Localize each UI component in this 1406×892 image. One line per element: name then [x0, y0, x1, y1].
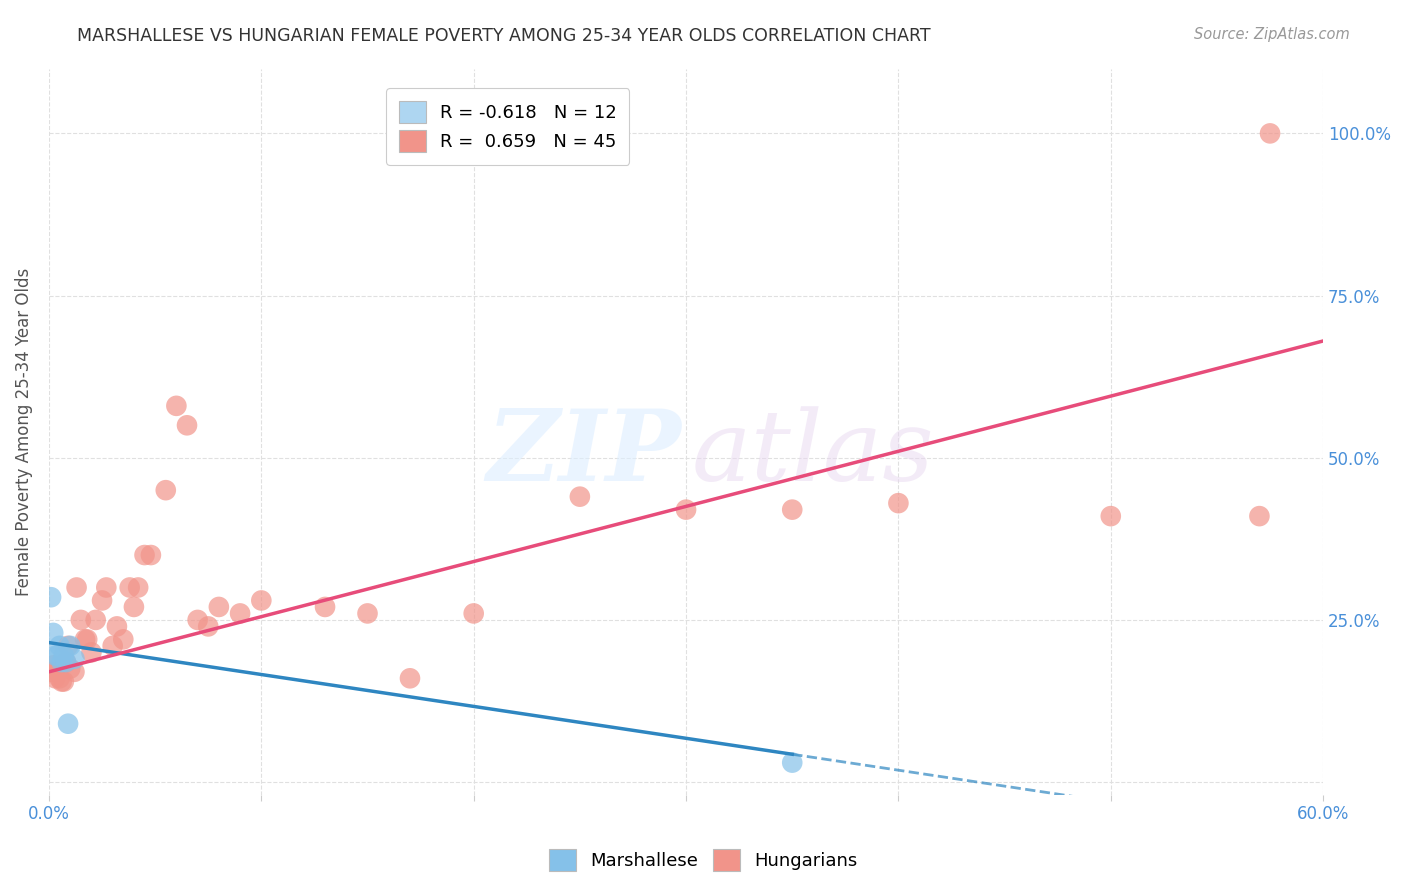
Point: [91, 593, 114, 607]
Point: [96, 581, 118, 595]
Point: [229, 607, 252, 621]
Point: [675, 502, 697, 516]
Point: [76, 632, 98, 647]
Point: [208, 599, 231, 614]
Point: [39, 591, 62, 605]
Point: [65, 581, 87, 595]
Point: [176, 418, 198, 433]
Point: [39, 665, 62, 679]
Point: [101, 639, 124, 653]
Point: [1099, 509, 1122, 524]
Point: [52, 674, 75, 689]
Point: [780, 756, 803, 770]
Point: [134, 548, 156, 562]
Point: [356, 607, 378, 621]
Point: [250, 593, 273, 607]
Text: MARSHALLESE VS HUNGARIAN FEMALE POVERTY AMONG 25-34 YEAR OLDS CORRELATION CHART: MARSHALLESE VS HUNGARIAN FEMALE POVERTY …: [77, 27, 931, 45]
Point: [399, 671, 422, 685]
Point: [1249, 509, 1271, 524]
Point: [122, 599, 145, 614]
Point: [51, 655, 73, 669]
Text: atlas: atlas: [692, 406, 935, 501]
Point: [56, 716, 79, 731]
Point: [55, 655, 77, 669]
Point: [80, 645, 103, 659]
Point: [105, 619, 128, 633]
Point: [1258, 127, 1281, 141]
Point: [56, 639, 79, 653]
Point: [75, 632, 97, 647]
Y-axis label: Female Poverty Among 25-34 Year Olds: Female Poverty Among 25-34 Year Olds: [15, 268, 32, 596]
Point: [44, 648, 66, 663]
Point: [42, 658, 65, 673]
Point: [59, 639, 82, 653]
Legend: R = -0.618   N = 12, R =  0.659   N = 45: R = -0.618 N = 12, R = 0.659 N = 45: [385, 88, 630, 165]
Point: [48, 639, 70, 653]
Point: [127, 581, 149, 595]
Point: [69, 613, 91, 627]
Legend: Marshallese, Hungarians: Marshallese, Hungarians: [541, 842, 865, 879]
Point: [118, 581, 141, 595]
Point: [46, 665, 69, 679]
Point: [187, 613, 209, 627]
Point: [197, 619, 219, 633]
Point: [139, 548, 162, 562]
Text: Source: ZipAtlas.com: Source: ZipAtlas.com: [1194, 27, 1350, 42]
Point: [59, 662, 82, 676]
Point: [155, 483, 177, 498]
Point: [63, 652, 86, 666]
Point: [887, 496, 910, 510]
Point: [48, 671, 70, 685]
Point: [52, 648, 75, 663]
Point: [55, 655, 77, 669]
Point: [112, 632, 135, 647]
Point: [46, 648, 69, 663]
Point: [51, 674, 73, 689]
Text: ZIP: ZIP: [486, 405, 682, 502]
Point: [84, 613, 107, 627]
Point: [42, 626, 65, 640]
Point: [568, 490, 591, 504]
Point: [44, 671, 66, 685]
Point: [63, 665, 86, 679]
Point: [314, 599, 336, 614]
Point: [463, 607, 485, 621]
Point: [165, 399, 187, 413]
Point: [780, 502, 803, 516]
